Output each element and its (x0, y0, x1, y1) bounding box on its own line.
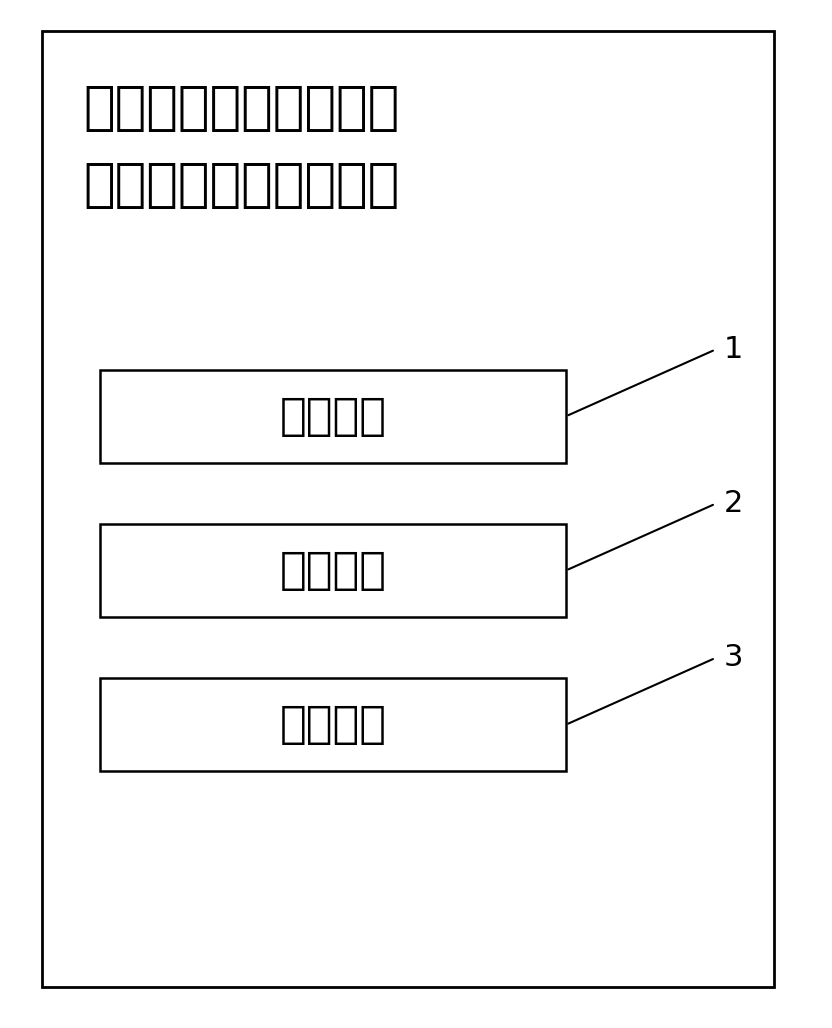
Text: 3: 3 (724, 644, 743, 672)
Text: 处理单元: 处理单元 (280, 549, 386, 592)
FancyBboxPatch shape (100, 524, 566, 617)
Text: 2: 2 (724, 489, 743, 518)
Text: 1: 1 (724, 335, 743, 364)
Text: 判断单元: 判断单元 (280, 703, 386, 746)
Text: 监测系统: 监测系统 (280, 395, 386, 438)
Text: 掉齿故障检测诊断系统: 掉齿故障检测诊断系统 (83, 159, 399, 211)
FancyBboxPatch shape (42, 31, 774, 987)
FancyBboxPatch shape (100, 370, 566, 463)
Text: 在线木工带锯条裂纹和: 在线木工带锯条裂纹和 (83, 82, 399, 134)
FancyBboxPatch shape (100, 678, 566, 771)
